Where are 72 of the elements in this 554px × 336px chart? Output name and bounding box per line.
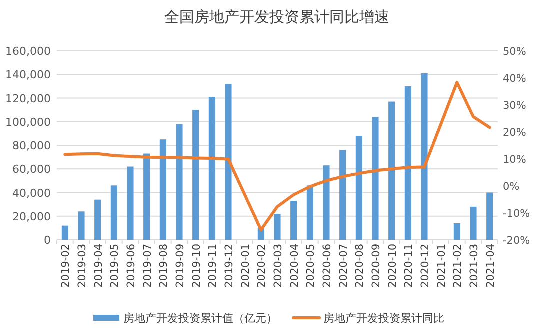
y-tick-label: 140,000 [6, 68, 51, 82]
y2-tick-label: -10% [503, 208, 530, 220]
x-tick-label: 2019-09 [174, 244, 186, 288]
x-tick-label: 2021-04 [484, 244, 497, 288]
y-tick-label: 160,000 [6, 45, 51, 58]
x-tick-label: 2020-06 [322, 244, 334, 288]
x-tick-label: 2020-05 [305, 244, 318, 288]
y2-tick-label: 20% [503, 127, 526, 139]
x-tick-label: 2019-12 [224, 244, 236, 288]
x-tick-label: 2019-10 [190, 244, 203, 288]
x-tick-label: 2019-06 [126, 244, 138, 288]
bar [208, 97, 216, 240]
x-tick-label: 2020-08 [354, 244, 366, 288]
x-tick-label: 2019-03 [76, 244, 88, 288]
y-tick-label: 120,000 [6, 92, 51, 106]
x-tick-label: 2020-02 [256, 244, 268, 288]
bar [470, 206, 477, 240]
x-tick-label: 2021-03 [468, 244, 480, 288]
y2-tick-label: 40% [503, 73, 526, 85]
bar [144, 154, 150, 240]
y2-tick-label: 0% [503, 181, 520, 193]
legend-label: 房地产开发投资累计同比 [324, 312, 444, 325]
x-tick-label: 2019-08 [158, 244, 170, 288]
bar [454, 223, 460, 240]
y-tick-label: 20,000 [12, 210, 51, 224]
chart-title: 全国房地产开发投资累计同比增速 [164, 8, 390, 26]
y-tick-label: 80,000 [12, 140, 51, 152]
bar [404, 86, 412, 240]
x-tick-label: 2020-09 [370, 244, 382, 288]
bar [160, 140, 166, 240]
y2-tick-label: -20% [503, 235, 530, 247]
bar [486, 192, 494, 240]
bar [356, 136, 362, 240]
bar [94, 200, 102, 240]
bar [110, 186, 118, 240]
x-tick-label: 2019-07 [142, 244, 154, 288]
x-tick-label: 2020-04 [288, 244, 301, 288]
y-tick-label: 100,000 [6, 116, 51, 129]
y2-tick-label: 30% [503, 100, 526, 112]
y2-tick-label: 50% [503, 46, 526, 58]
bar [306, 186, 314, 240]
bar [323, 166, 330, 240]
bar [127, 166, 134, 240]
x-tick-label: 2019-04 [92, 244, 105, 288]
x-tick-label: 2020-01 [240, 244, 252, 288]
bar [192, 110, 200, 240]
x-tick-label: 2019-05 [109, 244, 122, 288]
y2-tick-label: 10% [503, 154, 526, 166]
x-tick-label: 2021-02 [452, 244, 464, 288]
y-tick-label: 0 [44, 234, 51, 247]
legend-label: 房地产开发投资累计值（亿元） [124, 312, 278, 325]
x-tick-label: 2020-07 [338, 244, 350, 288]
x-tick-label: 2020-11 [403, 244, 416, 288]
bar [78, 212, 85, 240]
x-tick-label: 2019-02 [60, 244, 72, 288]
bar [372, 117, 379, 240]
x-tick-label: 2021-01 [436, 244, 448, 288]
bar [340, 150, 346, 240]
bar [388, 102, 396, 240]
bar [62, 226, 68, 240]
x-tick-label: 2020-03 [272, 244, 284, 288]
x-tick-label: 2020-10 [386, 244, 399, 288]
bar [225, 84, 232, 240]
y-tick-label: 40,000 [12, 186, 51, 200]
x-tick-label: 2020-12 [420, 244, 432, 288]
bar [274, 214, 281, 240]
line-series [64, 81, 492, 232]
y-tick-label: 60,000 [12, 163, 51, 176]
bar [290, 201, 298, 240]
bar [421, 73, 428, 240]
bar [176, 124, 183, 240]
x-tick-label: 2019-11 [207, 244, 220, 288]
